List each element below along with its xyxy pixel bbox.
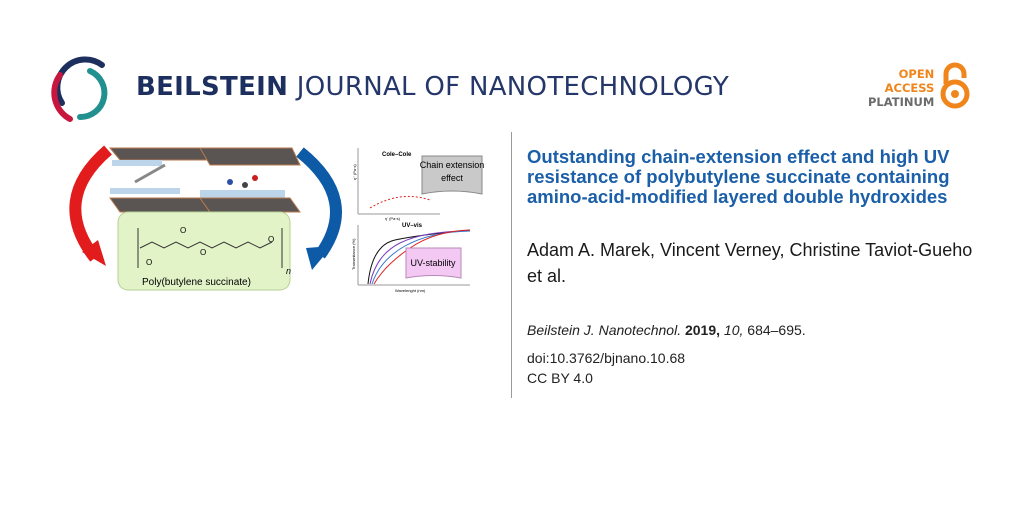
- citation-journal: Beilstein J. Nanotechnol.: [527, 322, 682, 338]
- journal-name-rest: JOURNAL OF NANOTECHNOLOGY: [296, 72, 729, 102]
- svg-text:Wavelenght (nm): Wavelenght (nm): [395, 288, 426, 293]
- svg-text:η'' (Pa·s): η'' (Pa·s): [352, 164, 357, 180]
- oa-line3: PLATINUM: [868, 95, 935, 109]
- journal-logo-icon: [51, 56, 108, 122]
- svg-text:UV–vis: UV–vis: [402, 223, 423, 229]
- svg-text:η' (Pa·s): η' (Pa·s): [385, 216, 401, 221]
- ldh-layers: [108, 147, 301, 213]
- citation-year: 2019,: [684, 322, 721, 338]
- red-arrow-icon: [69, 145, 112, 262]
- svg-text:O: O: [268, 235, 274, 244]
- svg-text:Transmitance (%): Transmitance (%): [351, 238, 356, 270]
- oa-line2: ACCESS: [884, 81, 935, 95]
- graphical-abstract: O O O O n Poly(butylene succinate) Cole–…: [69, 145, 485, 293]
- svg-text:O: O: [146, 258, 152, 267]
- polymer-box: [117, 211, 291, 291]
- article-license: CC BY 4.0: [527, 370, 593, 386]
- citation-volume: 10,: [723, 322, 744, 338]
- article-title[interactable]: Outstanding chain-extension effect and h…: [527, 146, 950, 207]
- polymer-label: Poly(butylene succinate): [142, 277, 251, 288]
- svg-text:O: O: [200, 248, 206, 257]
- citation-pages: 684–695.: [747, 322, 806, 338]
- open-access-badge: OPEN ACCESS PLATINUM: [868, 67, 934, 109]
- article-authors: Adam A. Marek, Vincent Verney, Christine…: [527, 240, 973, 286]
- article-citation: Beilstein J. Nanotechnol. 2019, 10, 684–…: [527, 322, 806, 338]
- svg-text:UV-stability: UV-stability: [410, 258, 456, 268]
- journal-name-bold: BEILSTEIN: [136, 72, 289, 102]
- repeat-n: n: [286, 266, 291, 276]
- open-lock-icon: [940, 62, 970, 109]
- blue-arrow-icon: [296, 147, 342, 259]
- journal-name: BEILSTEIN JOURNAL OF NANOTECHNOLOGY: [136, 72, 729, 102]
- svg-text:O: O: [180, 226, 186, 235]
- oa-line1: OPEN: [898, 67, 935, 81]
- svg-text:effect: effect: [441, 173, 463, 183]
- svg-text:Chain extension: Chain extension: [420, 160, 485, 170]
- cole-cole-label: Cole–Cole: [382, 152, 412, 158]
- article-doi[interactable]: doi:10.3762/bjnano.10.68: [527, 350, 686, 366]
- divider: [511, 132, 512, 398]
